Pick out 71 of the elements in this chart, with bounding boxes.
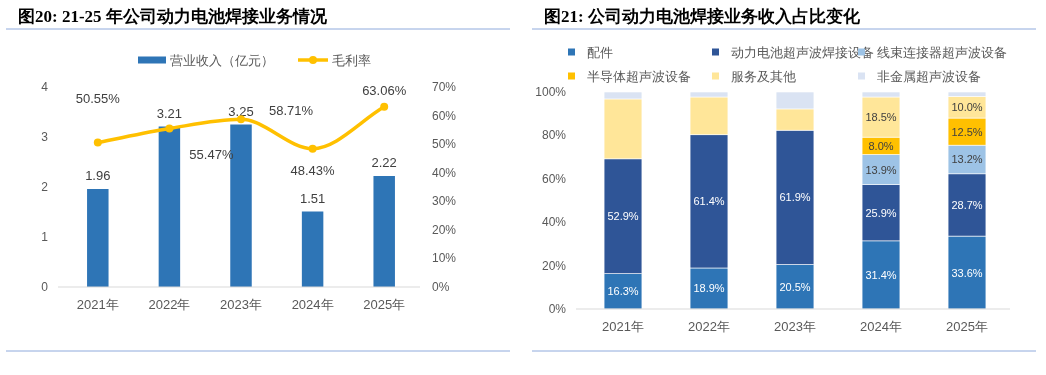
x-tick-label: 2024年: [291, 297, 334, 312]
data-label: 1.51: [299, 190, 326, 206]
point: [165, 124, 174, 133]
y-tick-label: 20%: [541, 258, 567, 273]
chart-title: 图21: 公司动力电池焊接业务收入占比变化: [544, 7, 861, 26]
data-label: 2.22: [371, 155, 397, 170]
data-label: 13.9%: [865, 163, 897, 176]
y2-tick-label: 0%: [432, 280, 450, 294]
y-tick-label: 40%: [541, 215, 567, 230]
data-label: 52.9%: [607, 210, 639, 223]
x-tick-label: 2025年: [363, 297, 406, 312]
data-label: 63.06%: [362, 82, 407, 98]
y2-tick-label: 50%: [432, 137, 457, 152]
legend-label: 服务及其他: [731, 69, 796, 84]
data-label: 16.3%: [607, 285, 639, 298]
y-tick-label: 0: [41, 280, 49, 294]
x-tick-label: 2022年: [688, 319, 730, 334]
data-label: 61.4%: [693, 195, 725, 208]
data-label: 13.2%: [951, 153, 983, 166]
y-tick-label: 4: [41, 80, 49, 94]
point: [380, 102, 389, 111]
data-label: 58.71%: [268, 103, 314, 119]
data-label: 20.5%: [779, 280, 811, 293]
data-label: 18.5%: [865, 111, 897, 124]
data-label: 3.21: [156, 105, 183, 121]
x-tick-label: 2023年: [774, 319, 816, 334]
y2-tick-label: 10%: [432, 251, 457, 266]
x-tick-label: 2021年: [76, 297, 119, 312]
y-tick-label: 80%: [541, 128, 567, 143]
y2-tick-label: 30%: [432, 194, 457, 209]
point: [308, 144, 317, 153]
bar: [301, 211, 324, 287]
legend-label: 半导体超声波设备: [587, 69, 691, 84]
y2-tick-label: 60%: [432, 108, 457, 123]
y2-tick-label: 70%: [432, 80, 457, 94]
y2-tick-label: 20%: [432, 222, 457, 237]
data-label: 48.43%: [290, 162, 336, 178]
data-label: 3.25: [228, 103, 254, 119]
legend-label: 线束连接器超声波设备: [877, 45, 1007, 60]
y-tick-label: 60%: [541, 171, 567, 186]
x-tick-label: 2024年: [860, 319, 902, 334]
data-label: 25.9%: [865, 206, 897, 219]
x-tick-label: 2022年: [148, 297, 191, 312]
data-label: 28.7%: [951, 198, 983, 211]
data-label: 1.96: [85, 168, 111, 183]
y-tick-label: 0%: [548, 302, 567, 316]
y2-tick-label: 40%: [432, 165, 457, 180]
data-label: 33.6%: [951, 266, 983, 279]
point: [93, 138, 102, 147]
bar: [373, 176, 395, 287]
legend-label: 毛利率: [332, 53, 371, 68]
x-tick-label: 2021年: [602, 319, 644, 334]
data-label: 61.9%: [779, 191, 811, 204]
y-tick-label: 1: [41, 230, 49, 244]
data-label: 31.4%: [865, 268, 897, 281]
data-label: 18.9%: [693, 282, 725, 295]
legend-label: 营业收入（亿元）: [170, 53, 274, 68]
x-tick-label: 2023年: [220, 297, 262, 312]
x-tick-label: 2025年: [946, 319, 988, 334]
bar: [158, 126, 181, 287]
data-label: 10.0%: [951, 101, 983, 114]
bar: [87, 189, 109, 287]
y-tick-label: 100%: [535, 85, 567, 99]
data-label: 12.5%: [951, 125, 983, 138]
data-label: 50.55%: [75, 90, 121, 106]
legend-label: 非金属超声波设备: [877, 69, 981, 84]
y-tick-label: 3: [41, 130, 49, 144]
legend-label: 配件: [587, 45, 613, 60]
y-tick-label: 2: [41, 180, 49, 194]
chart-title: 图20: 21-25 年公司动力电池焊接业务情况: [18, 7, 328, 26]
data-label: 8.0%: [868, 139, 894, 152]
